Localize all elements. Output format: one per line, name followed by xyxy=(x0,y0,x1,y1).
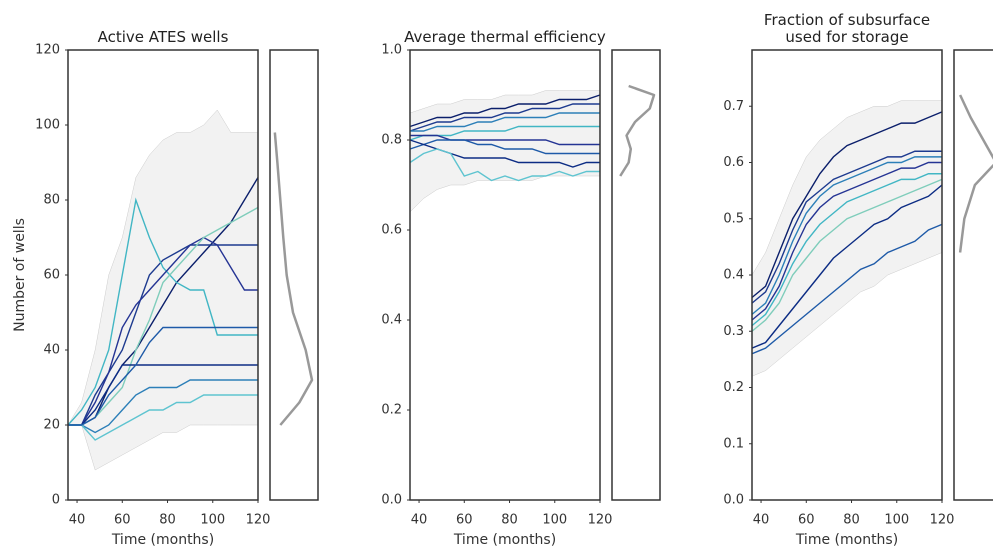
series-line xyxy=(410,134,600,146)
panel-title: Average thermal efficiency xyxy=(404,28,606,46)
y-axis-label: Number of wells xyxy=(12,218,28,332)
y-tick-label: 0.1 xyxy=(723,436,744,451)
series-line xyxy=(409,94,601,128)
series-line xyxy=(68,326,258,426)
y-tick-label: 1.0 xyxy=(381,43,402,58)
y-tick-label: 0.4 xyxy=(723,268,744,283)
x-tick-label: 100 xyxy=(542,513,567,528)
y-tick-label: 0.6 xyxy=(723,155,744,170)
y-tick-label: 0.0 xyxy=(381,493,402,508)
y-tick-label: 0.6 xyxy=(381,223,402,238)
x-axis-label: Time (months) xyxy=(795,532,898,548)
series-line xyxy=(751,161,942,321)
y-tick-label: 0.5 xyxy=(723,211,744,226)
y-tick-label: 120 xyxy=(35,43,60,58)
series-line xyxy=(68,379,258,434)
series-line xyxy=(68,236,258,426)
series-line xyxy=(751,111,943,299)
y-tick-label: 0.0 xyxy=(723,493,744,508)
x-tick-label: 80 xyxy=(159,513,176,528)
x-tick-label: 60 xyxy=(798,513,815,528)
series-line xyxy=(751,178,943,332)
density-curve xyxy=(958,94,993,253)
x-tick-label: 120 xyxy=(588,513,613,528)
x-tick-label: 80 xyxy=(843,513,860,528)
density-frame xyxy=(269,49,319,501)
x-tick-label: 100 xyxy=(884,513,909,528)
x-tick-label: 60 xyxy=(114,513,131,528)
series-line xyxy=(67,197,258,426)
series-line xyxy=(409,103,600,132)
series-line xyxy=(68,177,259,426)
y-tick-label: 40 xyxy=(43,343,60,358)
x-axis-label: Time (months) xyxy=(111,532,214,548)
density-frame xyxy=(953,49,993,501)
series-line xyxy=(751,150,942,304)
y-tick-label: 0.2 xyxy=(723,380,744,395)
panel-title: Fraction of subsurface used for storage xyxy=(763,11,931,46)
plot-frame xyxy=(409,49,601,501)
series-line xyxy=(751,184,943,349)
x-tick-label: 120 xyxy=(930,513,955,528)
y-tick-label: 0.7 xyxy=(723,99,744,114)
y-tick-label: 0.8 xyxy=(381,133,402,148)
y-tick-label: 80 xyxy=(43,193,60,208)
x-tick-label: 60 xyxy=(456,513,473,528)
x-tick-label: 100 xyxy=(200,513,225,528)
series-line xyxy=(410,112,600,132)
y-tick-label: 60 xyxy=(43,268,60,283)
density-curve xyxy=(273,132,314,426)
y-tick-label: 0.4 xyxy=(381,313,402,328)
x-tick-label: 40 xyxy=(753,513,770,528)
series-line xyxy=(751,173,942,327)
series-line xyxy=(409,139,600,155)
series-line xyxy=(409,148,600,182)
y-tick-label: 0.2 xyxy=(381,403,402,418)
series-line xyxy=(68,364,258,426)
y-tick-label: 0.3 xyxy=(723,324,744,339)
panel-title: Active ATES wells xyxy=(97,28,229,46)
series-line xyxy=(68,394,258,441)
y-tick-label: 20 xyxy=(43,418,60,433)
series-line xyxy=(409,125,600,141)
x-tick-label: 120 xyxy=(246,513,271,528)
series-line xyxy=(751,223,943,355)
x-tick-label: 40 xyxy=(69,513,86,528)
x-tick-label: 40 xyxy=(411,513,428,528)
y-tick-label: 0 xyxy=(52,493,60,508)
x-axis-label: Time (months) xyxy=(453,532,556,548)
density-curve xyxy=(619,84,656,177)
density-frame xyxy=(611,49,661,501)
y-tick-label: 100 xyxy=(35,118,60,133)
series-line xyxy=(751,156,942,315)
series-line xyxy=(68,206,259,426)
x-tick-label: 80 xyxy=(501,513,518,528)
series-line xyxy=(68,244,258,426)
